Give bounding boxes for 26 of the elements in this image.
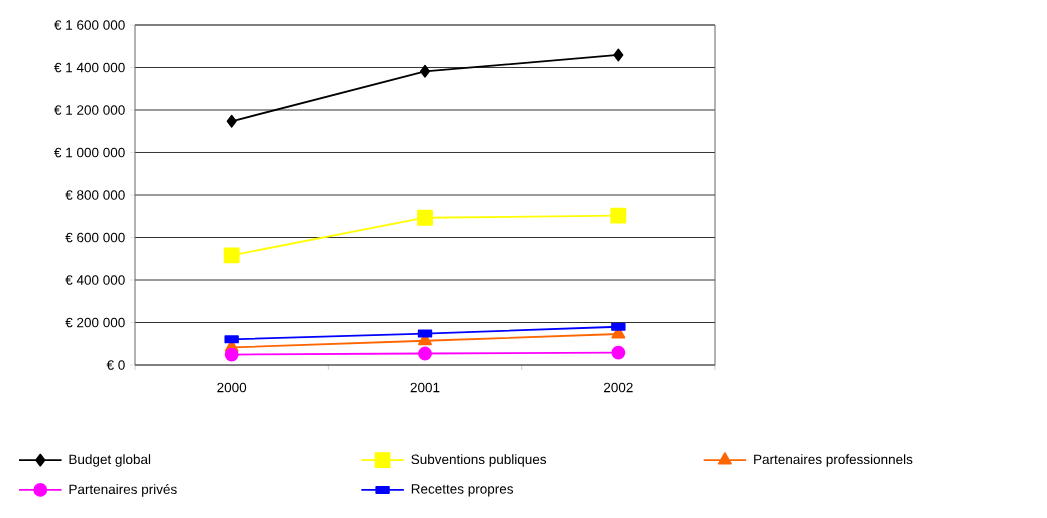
legend-label: Budget global xyxy=(69,454,151,467)
legend-label: Subventions publiques xyxy=(411,454,547,467)
y-tick-label: € 400 000 xyxy=(65,275,125,285)
x-tick-label: 2001 xyxy=(410,382,440,393)
point xyxy=(417,209,433,226)
point xyxy=(226,114,237,128)
point xyxy=(419,64,431,78)
y-tick-label: € 1 600 000 xyxy=(54,20,125,30)
point xyxy=(224,347,239,362)
x-tick-label: 2002 xyxy=(603,382,633,393)
legend-label: Partenaires professionnels xyxy=(754,454,913,467)
y-tick-label: € 1 000 000 xyxy=(54,147,125,158)
y-tick-label: € 200 000 xyxy=(65,317,125,328)
point xyxy=(418,346,432,361)
point xyxy=(610,207,627,224)
y-tick-label: € 0 xyxy=(106,360,125,370)
y-tick-label: € 1 200 000 xyxy=(54,105,125,115)
legend-label: Partenaires privés xyxy=(69,483,177,497)
legend-label: Recettes propres xyxy=(411,484,514,497)
point xyxy=(611,345,626,360)
x-tick-label: 2000 xyxy=(217,382,247,393)
y-tick-label: € 600 000 xyxy=(65,232,125,243)
y-tick-label: € 800 000 xyxy=(65,190,125,200)
point xyxy=(223,247,240,264)
point xyxy=(613,48,624,62)
y-tick-label: € 1 400 000 xyxy=(54,62,125,73)
